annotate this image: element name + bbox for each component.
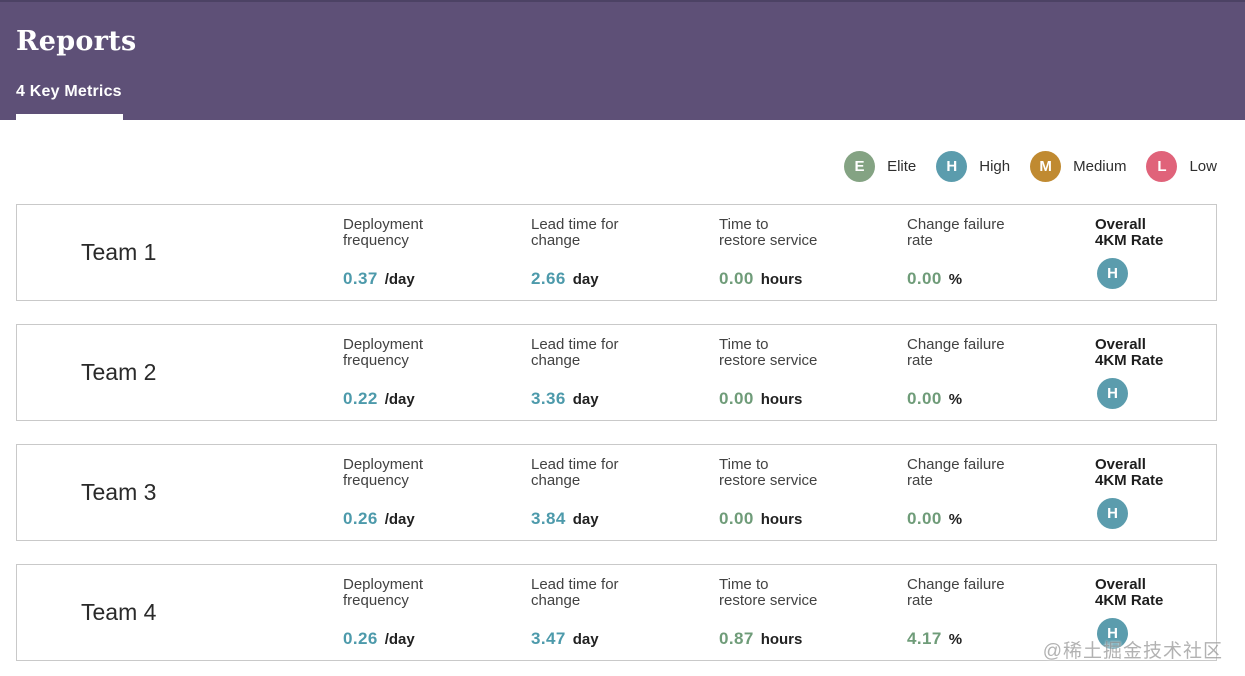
team-name: Team 2 <box>81 359 157 385</box>
metric-overall-4km-rate: Overall 4KM Rate H <box>1095 565 1216 660</box>
team-name: Team 4 <box>81 599 157 625</box>
tab-active-indicator <box>16 114 123 120</box>
metric-label: Overall 4KM Rate <box>1095 216 1164 249</box>
metric-lead-time: Lead time for change 2.66 day <box>531 205 719 300</box>
metric-label: Overall 4KM Rate <box>1095 336 1164 369</box>
metric-lead-time: Lead time for change 3.84 day <box>531 445 719 540</box>
legend-item-low: L Low <box>1146 151 1217 182</box>
metric-label: Lead time for change <box>531 336 619 369</box>
metric-label: Deployment frequency <box>343 216 424 249</box>
metric-label: Change failure rate <box>907 576 1005 609</box>
team-name: Team 1 <box>81 239 157 265</box>
legend-item-medium: M Medium <box>1030 151 1126 182</box>
metric-value: 4.17% <box>907 629 963 648</box>
metric-overall-4km-rate: Overall 4KM Rate H <box>1095 205 1216 300</box>
legend-label: High <box>979 158 1011 175</box>
overall-rating-badge: H <box>1097 258 1128 289</box>
rating-legend: E Elite H High M Medium L Low <box>0 151 1217 182</box>
high-badge-icon: H <box>936 151 968 182</box>
metric-time-to-restore: Time to restore service 0.00 hours <box>719 445 907 540</box>
team-card-3: Team 3 Deployment frequency 0.26/day Lead… <box>16 444 1217 541</box>
tab-4-key-metrics[interactable]: 4 Key Metrics <box>16 83 122 100</box>
metric-time-to-restore: Time to restore service 0.87 hours <box>719 565 907 660</box>
metric-label: Deployment frequency <box>343 336 424 369</box>
metric-lead-time: Lead time for change 3.47 day <box>531 565 719 660</box>
metric-deployment-frequency: Deployment frequency 0.26/day <box>343 565 531 660</box>
metric-change-failure-rate: Change failure rate 0.00% <box>907 325 1095 420</box>
team-report-list: Team 1 Deployment frequency 0.37/day Lead… <box>16 204 1217 661</box>
metric-label: Overall 4KM Rate <box>1095 576 1164 609</box>
metric-label: Deployment frequency <box>343 456 424 489</box>
metric-value: 0.22/day <box>343 389 415 408</box>
overall-rating-badge: H <box>1097 618 1128 649</box>
metric-label: Time to restore service <box>719 216 818 249</box>
elite-badge-icon: E <box>844 151 876 182</box>
team-name: Team 3 <box>81 479 157 505</box>
overall-rating-badge: H <box>1097 498 1128 529</box>
metric-label: Change failure rate <box>907 456 1005 489</box>
metric-lead-time: Lead time for change 3.36 day <box>531 325 719 420</box>
metric-value: 3.84 day <box>531 509 599 528</box>
metric-value: 0.00 hours <box>719 269 803 288</box>
metric-label: Lead time for change <box>531 576 619 609</box>
metric-value: 0.00 hours <box>719 389 803 408</box>
metric-label: Overall 4KM Rate <box>1095 456 1164 489</box>
metric-label: Change failure rate <box>907 216 1005 249</box>
metric-label: Deployment frequency <box>343 576 424 609</box>
metric-change-failure-rate: Change failure rate 0.00% <box>907 445 1095 540</box>
metric-deployment-frequency: Deployment frequency 0.26/day <box>343 445 531 540</box>
metric-label: Lead time for change <box>531 456 619 489</box>
metric-deployment-frequency: Deployment frequency 0.37/day <box>343 205 531 300</box>
legend-label: Elite <box>887 158 917 175</box>
metric-change-failure-rate: Change failure rate 4.17% <box>907 565 1095 660</box>
metric-overall-4km-rate: Overall 4KM Rate H <box>1095 445 1216 540</box>
legend-label: Medium <box>1073 158 1127 175</box>
legend-item-high: H High <box>936 151 1010 182</box>
metric-time-to-restore: Time to restore service 0.00 hours <box>719 325 907 420</box>
metric-label: Lead time for change <box>531 216 619 249</box>
page-header: Reports 4 Key Metrics <box>0 0 1245 120</box>
metric-label: Change failure rate <box>907 336 1005 369</box>
metric-value: 0.00% <box>907 269 963 288</box>
page-title: Reports <box>16 26 137 57</box>
metric-label: Time to restore service <box>719 576 818 609</box>
low-badge-icon: L <box>1146 151 1178 182</box>
team-card-4: Team 4 Deployment frequency 0.26/day Lead… <box>16 564 1217 661</box>
metric-label: Time to restore service <box>719 456 818 489</box>
metric-time-to-restore: Time to restore service 0.00 hours <box>719 205 907 300</box>
team-card-2: Team 2 Deployment frequency 0.22/day Lead… <box>16 324 1217 421</box>
medium-badge-icon: M <box>1030 151 1062 182</box>
metric-value: 0.00 hours <box>719 509 803 528</box>
legend-item-elite: E Elite <box>844 151 916 182</box>
metric-value: 0.00% <box>907 509 963 528</box>
metric-value: 2.66 day <box>531 269 599 288</box>
metric-value: 3.47 day <box>531 629 599 648</box>
team-card-1: Team 1 Deployment frequency 0.37/day Lead… <box>16 204 1217 301</box>
metric-value: 0.37/day <box>343 269 415 288</box>
metric-value: 0.26/day <box>343 509 415 528</box>
metric-value: 0.00% <box>907 389 963 408</box>
legend-label: Low <box>1189 158 1217 175</box>
metric-value: 0.26/day <box>343 629 415 648</box>
metric-value: 0.87 hours <box>719 629 803 648</box>
overall-rating-badge: H <box>1097 378 1128 409</box>
metric-change-failure-rate: Change failure rate 0.00% <box>907 205 1095 300</box>
metric-deployment-frequency: Deployment frequency 0.22/day <box>343 325 531 420</box>
metric-label: Time to restore service <box>719 336 818 369</box>
metric-overall-4km-rate: Overall 4KM Rate H <box>1095 325 1216 420</box>
metric-value: 3.36 day <box>531 389 599 408</box>
